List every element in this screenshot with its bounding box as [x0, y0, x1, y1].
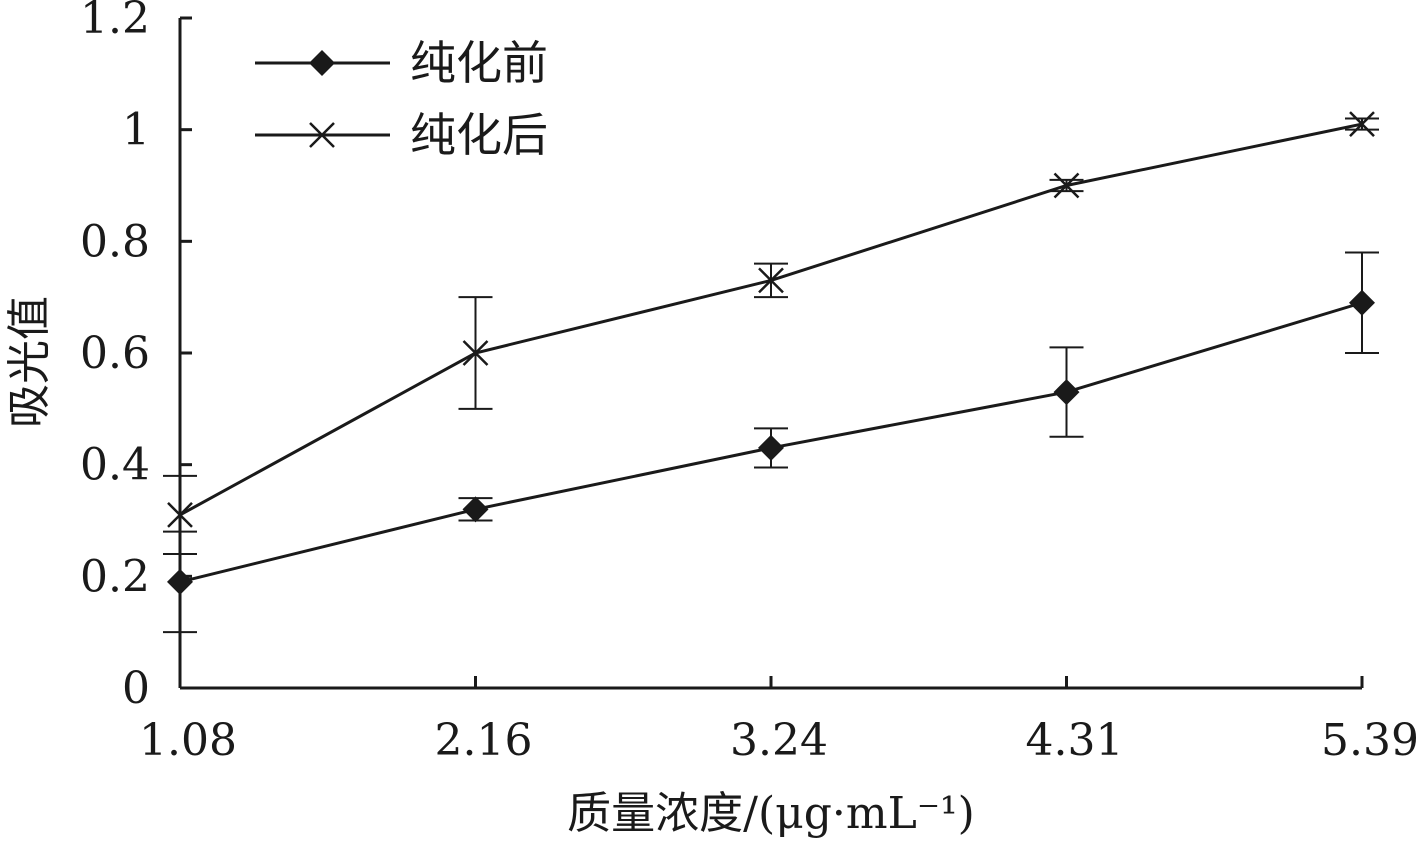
data-point	[1053, 172, 1080, 199]
data-point	[462, 340, 489, 366]
x-ticks: 1.08 2.16 3.24 4.31 5.39	[139, 676, 1416, 766]
x-tick-label: 3.24	[730, 715, 828, 766]
legend-x-marker	[309, 122, 335, 148]
data-point	[1349, 111, 1375, 137]
y-tick-label: 0.6	[80, 328, 150, 379]
x-axis-title: 质量浓度/(μg·mL⁻¹)	[567, 788, 975, 839]
y-tick-label: 0.4	[80, 440, 150, 491]
legend-item-series-1: 纯化前	[255, 36, 548, 90]
y-ticks: 0 0.2 0.4 0.6 0.8 1 1.2	[80, 0, 192, 714]
legend: 纯化前 纯化后	[255, 36, 548, 162]
y-tick-label: 0	[122, 663, 150, 714]
data-point	[758, 434, 784, 461]
y-tick-label: 0.8	[80, 216, 150, 267]
y-tick-label: 1.2	[80, 0, 150, 44]
y-axis-title: 吸光值	[4, 296, 55, 428]
x-tick-label: 5.39	[1321, 715, 1416, 766]
x-tick-label: 1.08	[139, 715, 237, 766]
legend-diamond-marker	[309, 50, 335, 76]
data-point	[167, 568, 193, 595]
series-2	[163, 111, 1379, 555]
y-tick-label: 0.2	[80, 551, 150, 602]
data-point	[462, 496, 489, 523]
legend-item-series-2: 纯化后	[255, 108, 548, 162]
data-point	[1349, 289, 1375, 316]
data-point	[167, 502, 193, 528]
axes	[178, 18, 1362, 690]
legend-label-series-2: 纯化后	[410, 108, 548, 162]
y-tick-label: 1	[122, 105, 150, 156]
data-point	[758, 267, 784, 294]
series-1	[163, 251, 1379, 634]
x-tick-label: 4.31	[1026, 715, 1124, 766]
x-tick-label: 2.16	[435, 715, 533, 766]
legend-label-series-1: 纯化前	[410, 36, 548, 90]
data-point	[1053, 379, 1080, 406]
series-layer	[163, 111, 1379, 634]
